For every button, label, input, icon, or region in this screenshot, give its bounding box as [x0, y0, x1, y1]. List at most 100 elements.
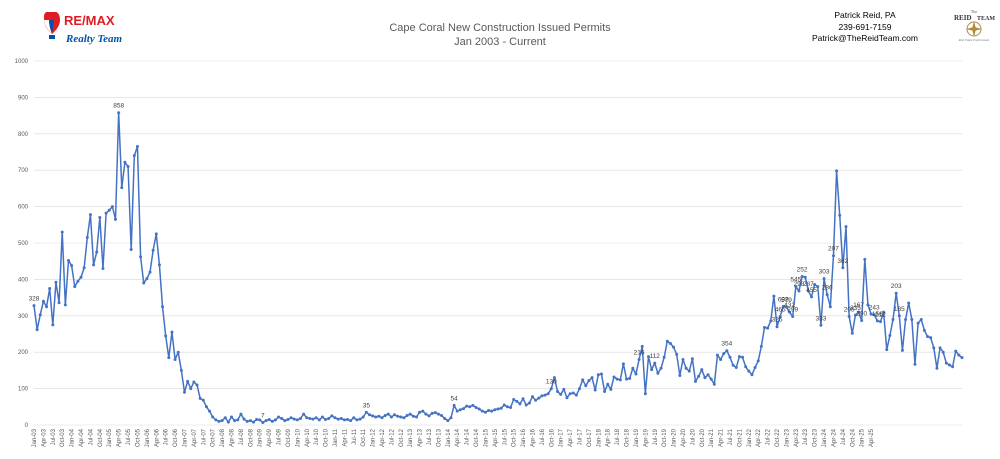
x-tick-label: Jul-18	[615, 428, 621, 445]
x-tick-label: Jan-04	[70, 428, 76, 447]
data-point	[828, 305, 832, 309]
x-tick-label: Oct-06	[173, 428, 179, 447]
x-tick-label: Apr-16	[530, 428, 536, 447]
data-point	[800, 274, 804, 278]
data-point	[57, 301, 61, 305]
data-point	[562, 387, 566, 391]
data-point	[904, 317, 908, 321]
y-tick-label: 600	[18, 205, 29, 211]
data-point	[327, 416, 331, 420]
data-point	[211, 415, 215, 419]
data-point	[797, 289, 801, 293]
data-point	[947, 363, 951, 367]
data-point	[835, 169, 839, 173]
x-tick-label: Oct-10	[324, 428, 330, 447]
data-point	[361, 415, 365, 419]
data-point	[926, 335, 930, 339]
data-point	[612, 375, 616, 379]
data-point	[38, 313, 42, 317]
x-tick-label: Oct-16	[549, 428, 555, 447]
data-point	[126, 165, 130, 169]
data-point	[54, 280, 58, 284]
data-point	[223, 416, 227, 420]
x-tick-label: Oct-05	[135, 428, 141, 447]
data-point	[120, 186, 124, 190]
data-point	[161, 305, 165, 309]
data-point	[195, 383, 199, 387]
data-point	[233, 419, 237, 423]
data-point	[286, 418, 290, 422]
data-point	[148, 270, 152, 274]
data-point	[847, 315, 851, 319]
data-point	[694, 379, 698, 383]
data-point	[806, 289, 810, 293]
data-point	[944, 361, 948, 365]
data-point	[339, 416, 343, 420]
data-point	[261, 420, 265, 424]
data-label: 333	[815, 315, 826, 322]
data-point	[251, 420, 255, 424]
x-tick-label: Oct-04	[98, 428, 104, 447]
x-tick-label: Oct-11	[361, 428, 367, 446]
data-point	[292, 417, 296, 421]
data-point	[897, 314, 901, 318]
data-point	[753, 365, 757, 369]
data-point	[405, 414, 409, 418]
data-point	[117, 111, 121, 115]
data-point	[951, 365, 955, 369]
x-tick-label: Jan-25	[860, 428, 866, 447]
data-point	[894, 291, 898, 295]
data-point	[380, 416, 384, 420]
data-point	[167, 356, 171, 360]
data-label: 298	[794, 281, 805, 288]
data-point	[396, 414, 400, 418]
data-point	[885, 348, 889, 352]
data-point	[182, 390, 186, 394]
data-point	[45, 305, 49, 309]
x-tick-label: Jan-20	[672, 428, 678, 447]
data-point	[913, 362, 917, 366]
x-tick-label: Jan-16	[521, 428, 527, 447]
data-point	[342, 418, 346, 422]
reid-logo-brand: REID	[954, 14, 972, 22]
data-label: 328	[29, 296, 40, 303]
x-tick-label: Jul-09	[277, 428, 283, 445]
chart-title: Cape Coral New Construction Issued Permi…	[389, 22, 611, 34]
x-tick-label: Jan-12	[371, 428, 377, 447]
data-label: 216	[634, 349, 645, 356]
data-point	[791, 315, 795, 319]
data-point	[499, 406, 503, 410]
data-label: 335	[850, 305, 861, 312]
data-point	[51, 323, 55, 327]
x-tick-label: Apr-22	[756, 428, 762, 447]
x-tick-label: Jan-09	[258, 428, 264, 447]
data-point	[483, 410, 487, 414]
data-point	[681, 357, 685, 361]
data-point	[910, 317, 914, 321]
data-point	[521, 397, 525, 401]
x-tick-label: Jul-03	[51, 428, 57, 445]
remax-tagline: Realty Team	[65, 33, 123, 45]
balloon-icon	[44, 12, 60, 39]
x-tick-label: Jul-21	[728, 428, 734, 445]
contact-name: Patrick Reid, PA	[834, 10, 896, 20]
data-point	[634, 372, 638, 376]
data-point	[552, 376, 556, 380]
y-tick-label: 500	[18, 241, 29, 247]
contact-email: Patrick@TheReidTeam.com	[812, 33, 918, 43]
data-point	[270, 419, 274, 423]
data-point	[593, 388, 597, 392]
contact-phone: 239-691-7159	[838, 21, 892, 32]
data-point	[527, 401, 531, 405]
data-point	[139, 255, 143, 259]
data-label: 203	[891, 283, 902, 290]
data-point	[424, 412, 428, 416]
data-label: 299	[787, 307, 798, 314]
data-point	[860, 319, 864, 323]
data-point	[587, 379, 591, 383]
data-point	[603, 390, 607, 394]
data-point	[715, 353, 719, 357]
data-label: 545	[790, 277, 801, 284]
data-point	[336, 417, 340, 421]
data-point	[468, 405, 472, 409]
